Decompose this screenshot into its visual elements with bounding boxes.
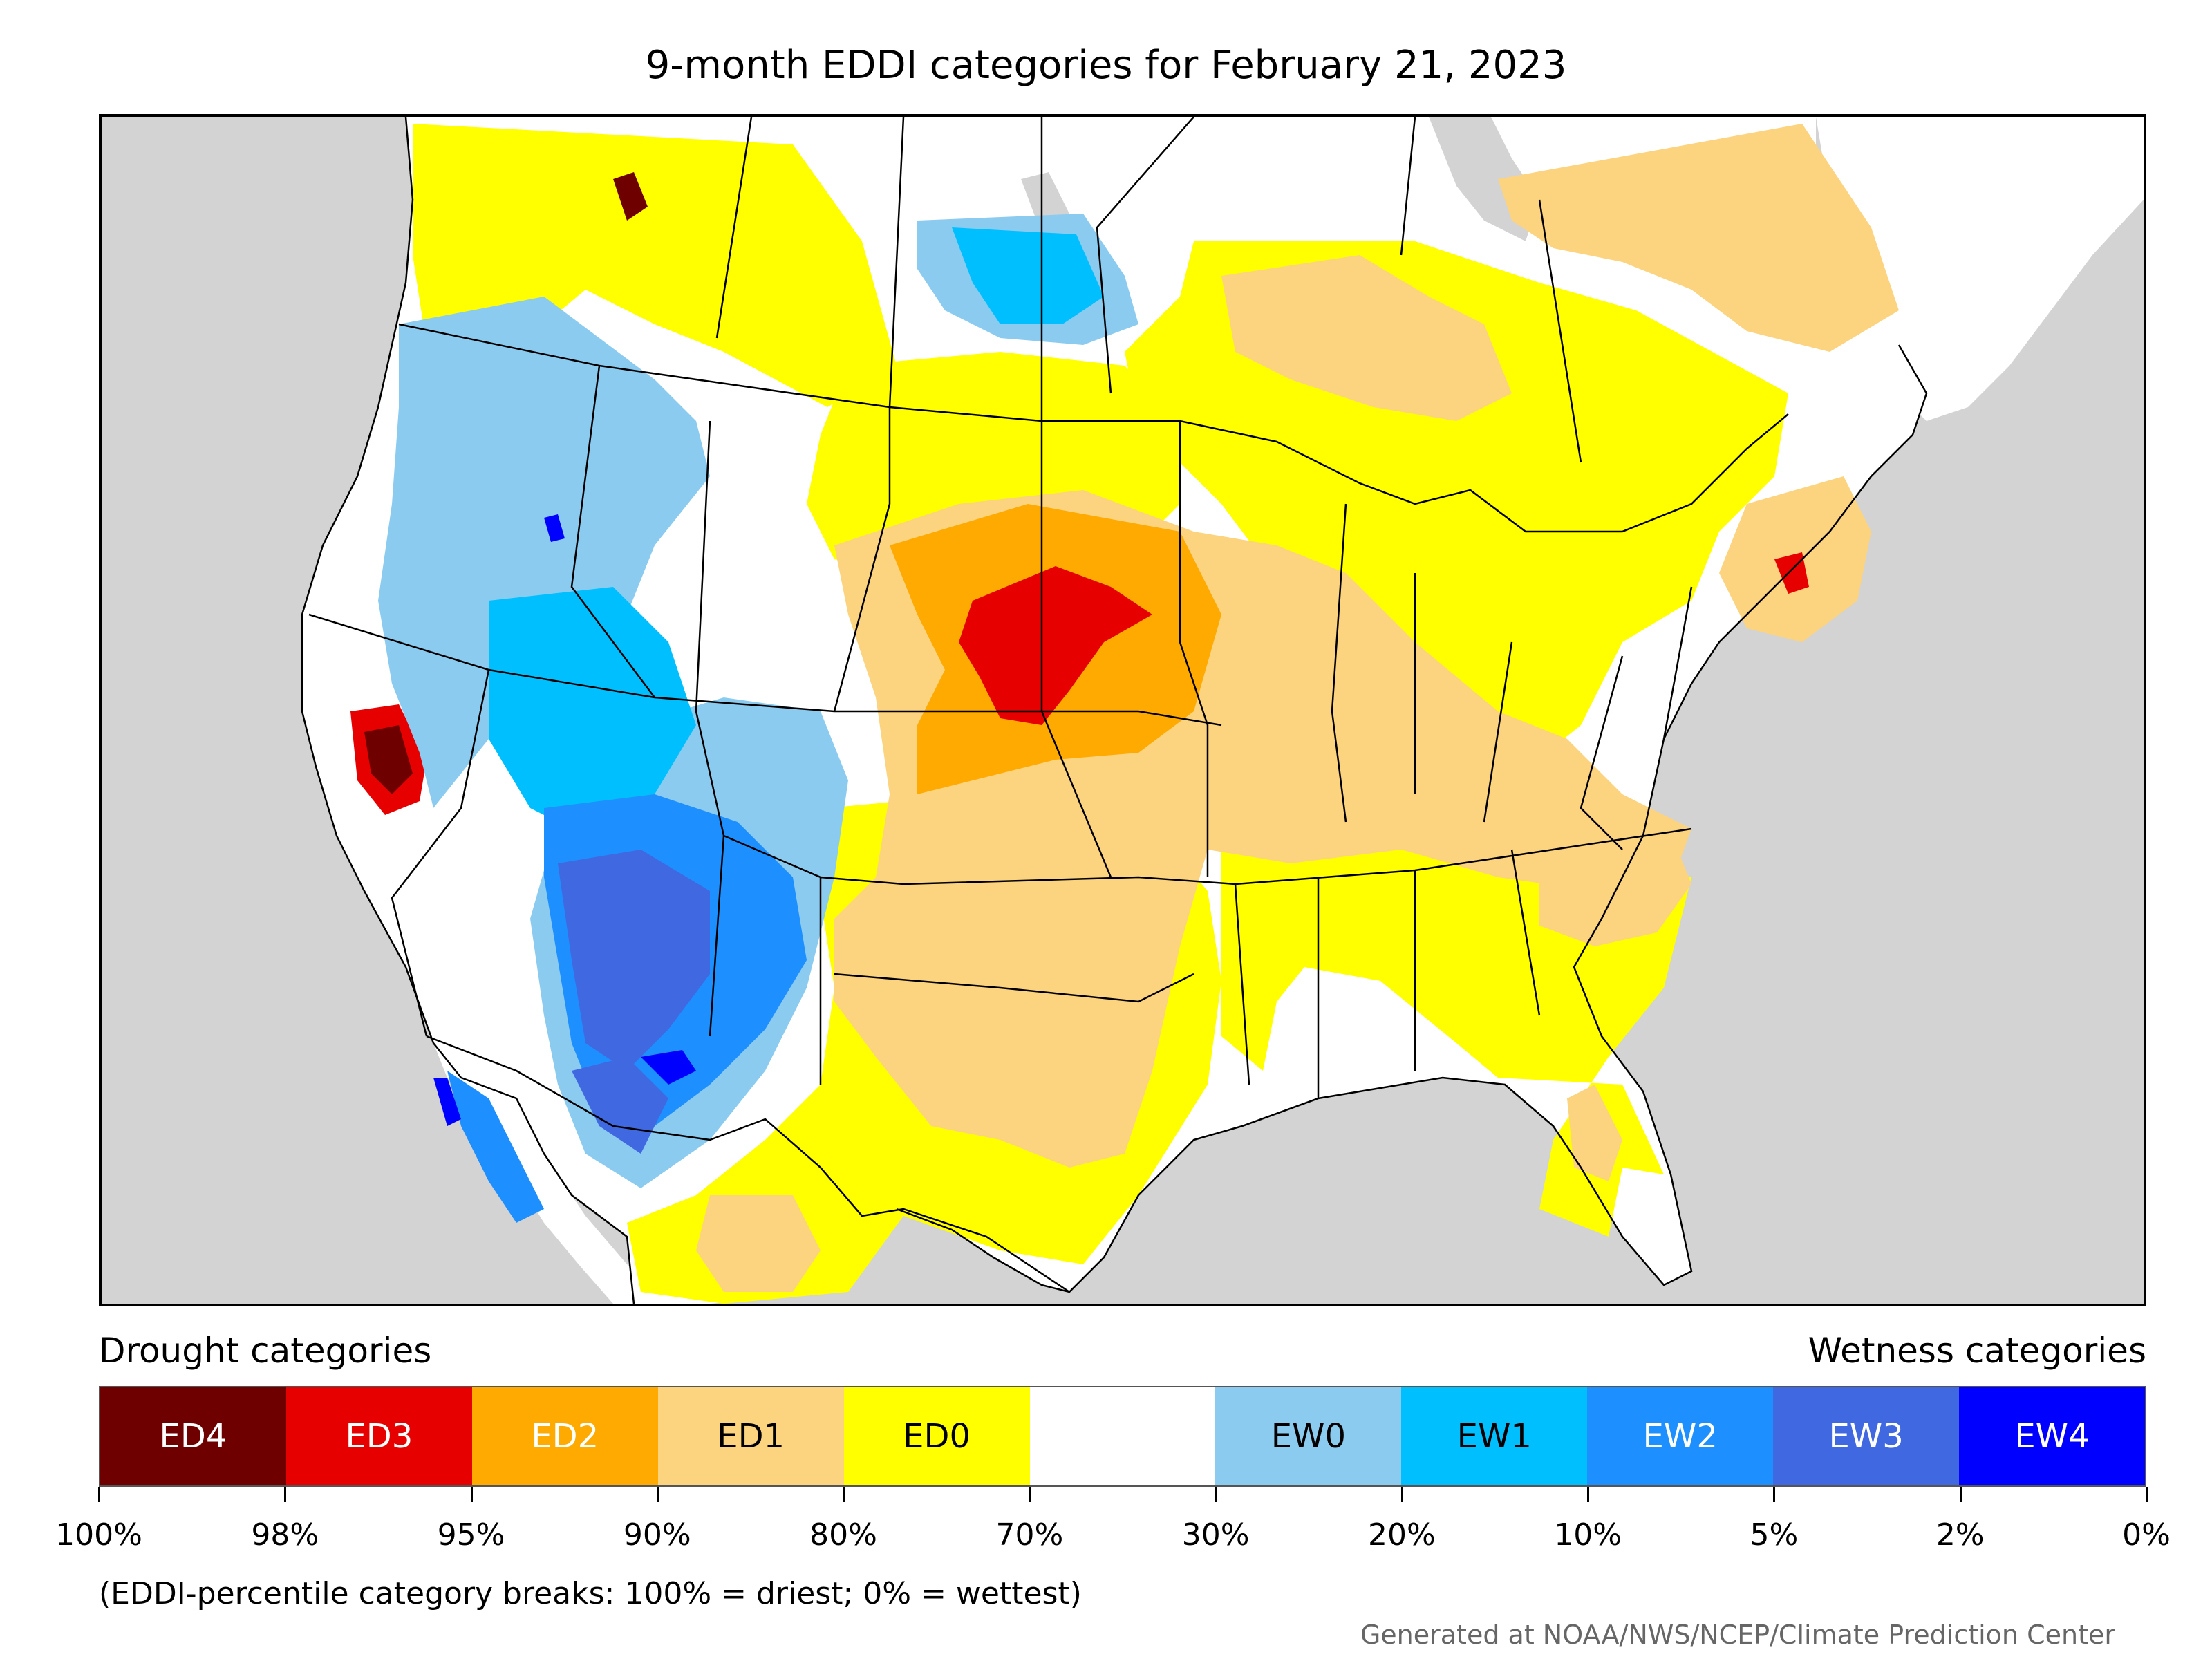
- category-colorbar: ED4 ED3 ED2 ED1 ED0 EW0 EW1 EW2 EW3 EW4: [99, 1386, 2146, 1487]
- legend-swatch-ed4: ED4: [100, 1387, 286, 1485]
- legend-swatch-normal: [1029, 1387, 1216, 1485]
- colorbar-tick-label: 100%: [55, 1517, 142, 1553]
- canada-province-lines: [715, 117, 1582, 463]
- colorbar-tick: [2146, 1487, 2148, 1502]
- us-canada-border: [398, 323, 1789, 533]
- category-breaks-note: (EDDI-percentile category breaks: 100% =…: [99, 1576, 1082, 1611]
- colorbar-tick-label: 20%: [1368, 1517, 1436, 1553]
- ed1-region-ontario: [1221, 255, 1512, 421]
- colorbar-tick-label: 10%: [1554, 1517, 1622, 1553]
- wetness-categories-heading: Wetness categories: [1808, 1331, 2146, 1371]
- colorbar-tick-label: 95%: [437, 1517, 505, 1553]
- colorbar-tick: [1587, 1487, 1590, 1502]
- ed0-region-west-canada: [413, 124, 897, 407]
- ed1-region-florida: [1567, 1085, 1622, 1181]
- colorbar-tick: [284, 1487, 287, 1502]
- east-canada-land: [1816, 117, 2144, 421]
- ew1-region-prairie: [952, 227, 1104, 324]
- colorbar-tick: [1959, 1487, 1962, 1502]
- ed4-region-bc: [613, 172, 648, 221]
- eddi-category-layer: [350, 124, 1899, 1304]
- legend-swatch-ew1: EW1: [1401, 1387, 1588, 1485]
- colorbar-tick-label: 98%: [251, 1517, 319, 1553]
- colorbar-tick: [843, 1487, 845, 1502]
- ed4-region-california: [364, 725, 413, 794]
- colorbar-tick-label: 80%: [809, 1517, 877, 1553]
- colorbar-tick-label: 90%: [623, 1517, 691, 1553]
- legend-swatch-ew2: EW2: [1587, 1387, 1774, 1485]
- colorbar-tick: [656, 1487, 659, 1502]
- map-title: 9-month EDDI categories for February 21,…: [645, 43, 1567, 88]
- ew4-region-sonora: [641, 1050, 696, 1085]
- colorbar-tick-label: 5%: [1750, 1517, 1799, 1553]
- state-lines: [308, 365, 1693, 1098]
- colorbar-tick-label: 70%: [995, 1517, 1064, 1553]
- ew0-region-west: [378, 297, 710, 808]
- boundary-layer: [308, 117, 1789, 1293]
- legend-swatch-ew4: EW4: [1959, 1387, 2145, 1485]
- legend-swatch-ew3: EW3: [1773, 1387, 1960, 1485]
- ew4-region-idaho: [544, 514, 565, 542]
- coastline: [301, 117, 1928, 1304]
- colorbar-tick: [1215, 1487, 1217, 1502]
- legend-swatch-ed1: ED1: [657, 1387, 844, 1485]
- ew1-region-great-basin: [489, 587, 696, 836]
- ew2-region-baja: [447, 1071, 544, 1223]
- colorbar-tick-label: 30%: [1181, 1517, 1250, 1553]
- ed1-region-texas-south: [696, 1195, 821, 1292]
- legend-swatch-ed3: ED3: [285, 1387, 472, 1485]
- ed1-region-quebec: [1498, 124, 1899, 352]
- legend-swatch-ed2: ED2: [471, 1387, 658, 1485]
- ew3-region-sonora: [572, 1057, 668, 1154]
- colorbar-tick-label: 0%: [2122, 1517, 2171, 1553]
- colorbar-tick: [1400, 1487, 1403, 1502]
- legend-swatch-ew0: EW0: [1215, 1387, 1402, 1485]
- colorbar-tick: [98, 1487, 100, 1502]
- ew4-region-baja-coast: [433, 1078, 461, 1126]
- colorbar-ticks: [98, 1487, 2148, 1508]
- credit-line: Generated at NOAA/NWS/NCEP/Climate Predi…: [1360, 1620, 2115, 1650]
- drought-categories-heading: Drought categories: [99, 1331, 432, 1371]
- ed3-region-nebraska: [959, 566, 1152, 725]
- ed3-region-connecticut: [1774, 552, 1809, 594]
- ew3-region-arizona: [558, 850, 710, 1071]
- us-mexico-border: [426, 1035, 1070, 1293]
- colorbar-tick-label: 2%: [1936, 1517, 1985, 1553]
- legend-swatch-ed0: ED0: [843, 1387, 1030, 1485]
- colorbar-tick: [1773, 1487, 1776, 1502]
- colorbar-tick: [1029, 1487, 1031, 1502]
- eddi-map: [99, 114, 2146, 1306]
- colorbar-tick: [470, 1487, 473, 1502]
